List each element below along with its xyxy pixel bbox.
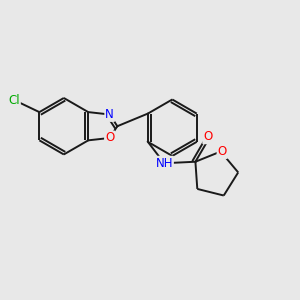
Text: N: N — [105, 108, 114, 121]
Text: NH: NH — [155, 157, 173, 170]
Text: Cl: Cl — [8, 94, 20, 107]
Text: O: O — [105, 131, 114, 145]
Text: O: O — [203, 130, 212, 143]
Text: O: O — [218, 145, 227, 158]
